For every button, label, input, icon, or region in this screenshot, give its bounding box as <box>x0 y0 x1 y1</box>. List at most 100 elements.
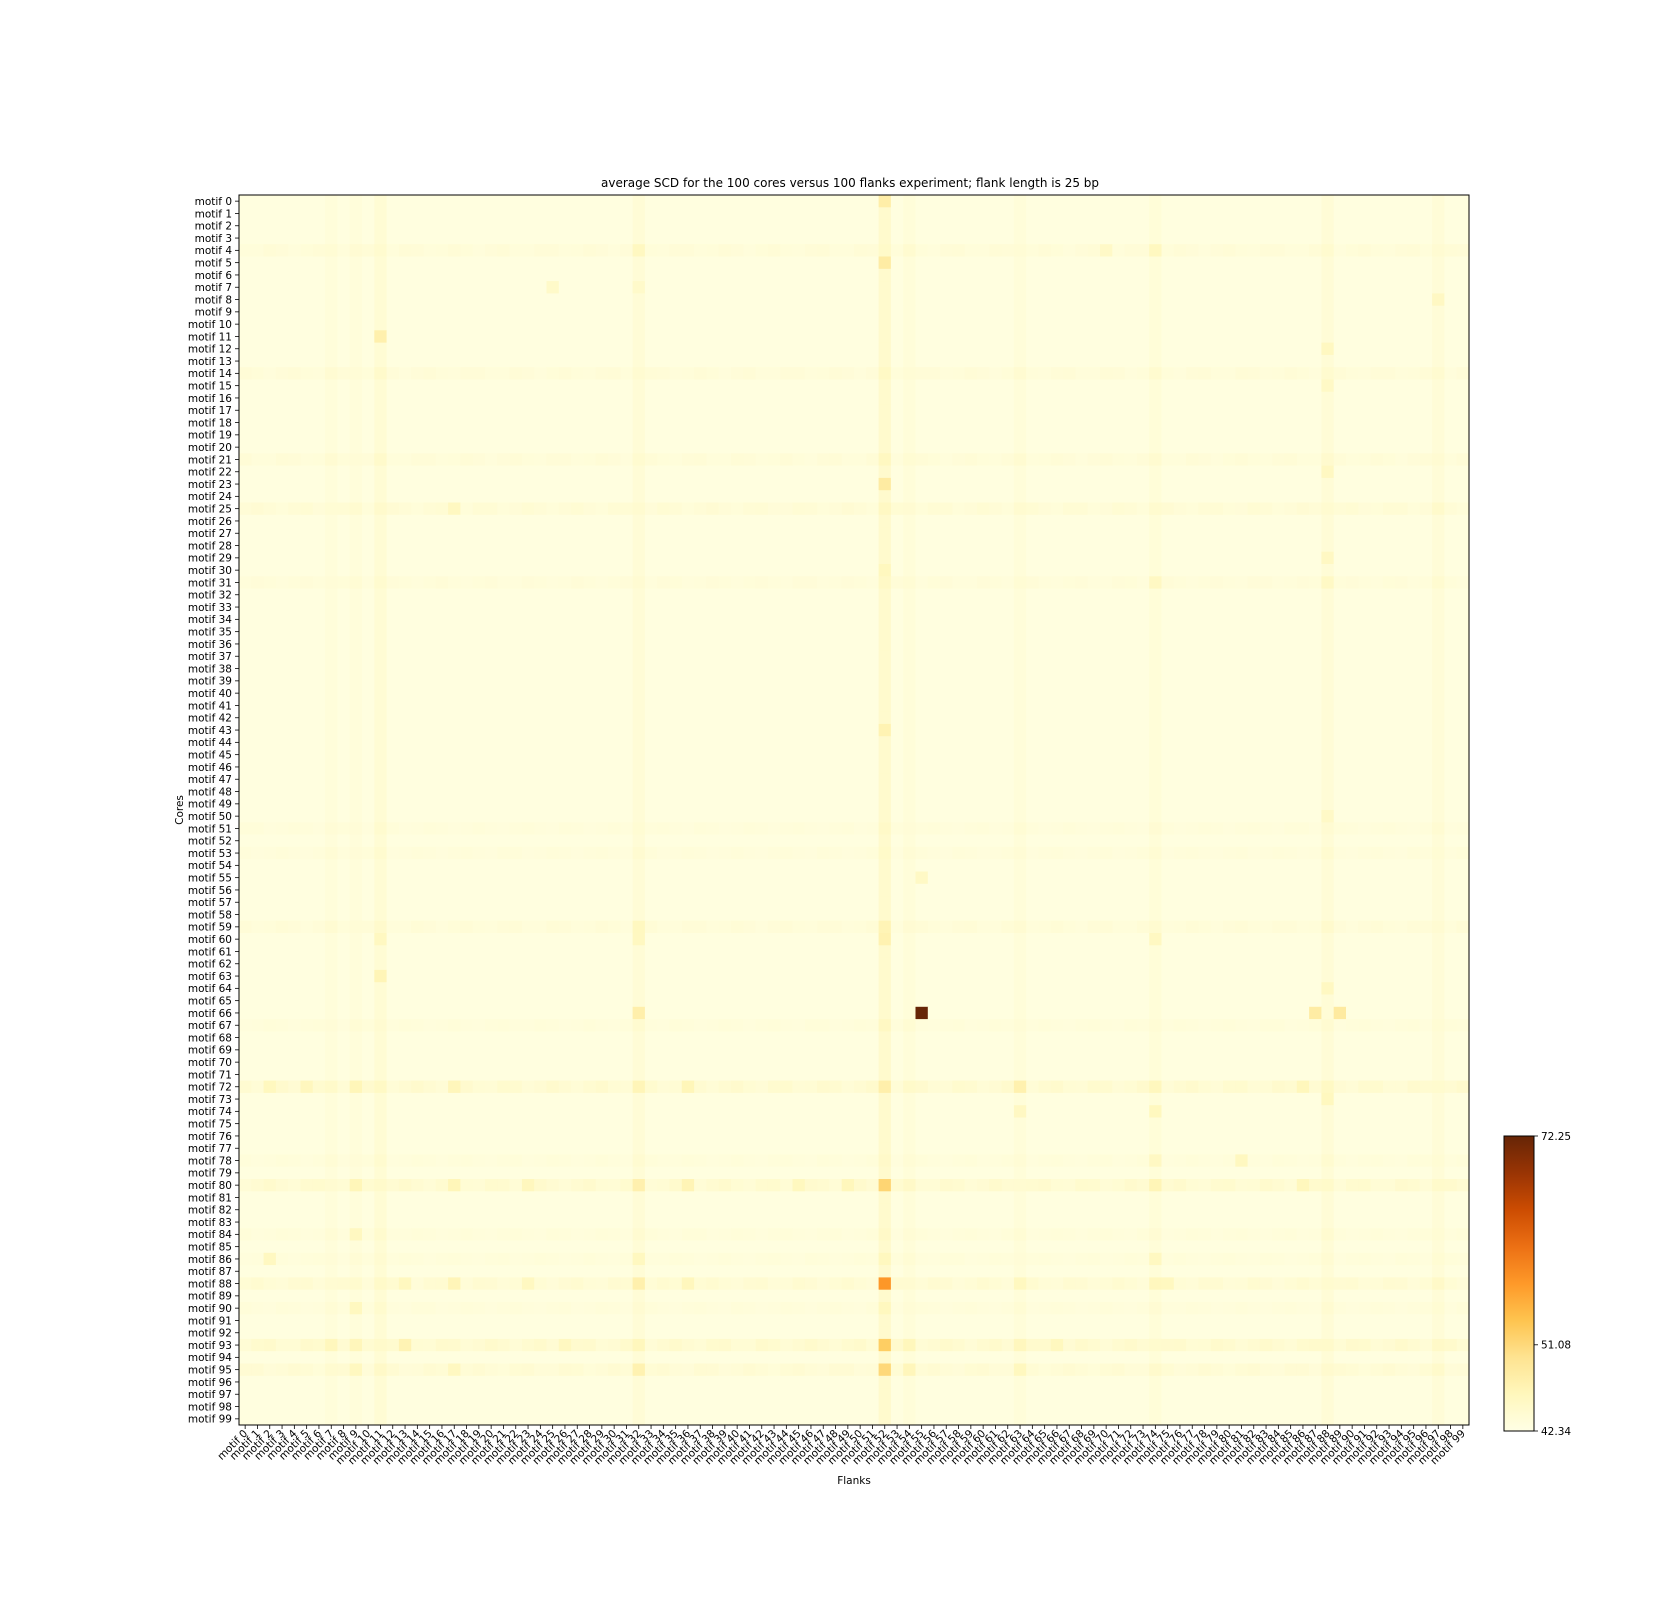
heatmap-cell <box>349 613 363 626</box>
heatmap-cell <box>841 785 855 799</box>
heatmap-cell <box>423 662 437 676</box>
heatmap-cell <box>694 674 707 688</box>
heatmap-cell <box>263 662 277 676</box>
heatmap-cell <box>1382 576 1396 589</box>
heatmap-cell <box>263 354 277 368</box>
heatmap-cell <box>1149 441 1162 454</box>
heatmap-cell <box>841 293 855 307</box>
heatmap-cell <box>251 662 264 676</box>
heatmap-cell <box>792 244 806 257</box>
heatmap-cell <box>239 588 252 602</box>
heatmap-cell <box>595 477 609 491</box>
heatmap-cell <box>1419 613 1433 626</box>
heatmap-cell <box>251 367 264 380</box>
heatmap-cell <box>1210 379 1224 393</box>
heatmap-cell <box>1247 465 1261 479</box>
heatmap-cell <box>251 650 264 663</box>
heatmap-cell <box>1296 293 1310 307</box>
heatmap-cell <box>448 195 461 208</box>
heatmap-cell <box>1259 564 1273 577</box>
heatmap-cell <box>977 416 990 430</box>
heatmap-cell <box>1346 613 1359 626</box>
heatmap-cell <box>854 195 867 208</box>
heatmap-cell <box>448 785 461 799</box>
heatmap-cell <box>1161 539 1175 553</box>
heatmap-cell <box>890 514 904 528</box>
heatmap-cell <box>977 527 990 540</box>
heatmap-cell <box>743 342 756 356</box>
heatmap-cell <box>509 637 523 651</box>
heatmap-cell <box>878 416 892 430</box>
heatmap-cell <box>1309 613 1322 626</box>
heatmap-cell <box>1333 514 1347 528</box>
heatmap-cell <box>841 723 855 737</box>
heatmap-cell <box>657 748 670 762</box>
heatmap-cell <box>817 723 830 737</box>
heatmap-cell <box>694 637 707 651</box>
heatmap-cell <box>374 416 387 430</box>
heatmap-cell <box>534 268 547 282</box>
heatmap-cell <box>509 539 523 553</box>
heatmap-cell <box>964 453 978 466</box>
heatmap-cell <box>362 687 375 700</box>
heatmap-cell <box>398 465 412 479</box>
heatmap-cell <box>448 416 461 430</box>
heatmap-cell <box>1050 256 1064 270</box>
heatmap-cell <box>534 428 547 442</box>
heatmap-cell <box>558 600 572 614</box>
heatmap-cell <box>1321 342 1335 356</box>
heatmap-cell <box>374 539 387 553</box>
heatmap-cell <box>1309 650 1322 663</box>
heatmap-cell <box>608 318 621 331</box>
heatmap-cell <box>817 391 830 405</box>
heatmap-cell <box>1100 699 1113 712</box>
heatmap-cell <box>1370 502 1384 516</box>
heatmap-cell <box>1149 428 1162 442</box>
heatmap-cell <box>1124 219 1138 233</box>
heatmap-cell <box>1395 539 1408 553</box>
heatmap-cell <box>571 502 584 516</box>
heatmap-cell <box>435 367 449 380</box>
heatmap-cell <box>374 527 387 540</box>
heatmap-cell <box>1013 477 1027 491</box>
heatmap-cell <box>804 268 818 282</box>
heatmap-cell <box>731 625 744 639</box>
heatmap-cell <box>239 231 252 245</box>
heatmap-cell <box>632 687 646 700</box>
heatmap-cell <box>275 416 289 430</box>
heatmap-cell <box>1112 441 1125 454</box>
heatmap-cell <box>694 404 707 417</box>
heatmap-cell <box>1235 477 1248 491</box>
heatmap-cell <box>521 736 535 749</box>
heatmap-cell <box>1346 723 1359 737</box>
heatmap-cell <box>263 736 277 749</box>
heatmap-cell <box>767 256 781 270</box>
heatmap-cell <box>903 330 916 343</box>
heatmap-cell <box>841 465 855 479</box>
heatmap-cell <box>497 219 510 233</box>
heatmap-cell <box>1013 195 1027 208</box>
heatmap-cell <box>263 231 277 245</box>
heatmap-cell <box>731 268 744 282</box>
heatmap-cell <box>1382 330 1396 343</box>
heatmap-cell <box>1173 773 1187 786</box>
heatmap-cell <box>263 625 277 639</box>
heatmap-cell <box>1100 748 1113 762</box>
heatmap-cell <box>817 318 830 331</box>
heatmap-cell <box>263 797 277 811</box>
heatmap-cell <box>632 244 646 257</box>
heatmap-cell <box>374 502 387 516</box>
heatmap-cell <box>448 736 461 749</box>
heatmap-cell <box>435 219 449 233</box>
heatmap-cell <box>448 281 461 294</box>
heatmap-cell <box>1161 699 1175 712</box>
heatmap-cell <box>1370 416 1384 430</box>
heatmap-cell <box>1124 699 1138 712</box>
heatmap-cell <box>706 293 720 307</box>
heatmap-cell <box>1456 711 1470 725</box>
heatmap-cell <box>497 305 510 319</box>
heatmap-cell <box>706 502 720 516</box>
heatmap-cell <box>275 699 289 712</box>
heatmap-cell <box>841 760 855 774</box>
heatmap-cell <box>386 318 400 331</box>
